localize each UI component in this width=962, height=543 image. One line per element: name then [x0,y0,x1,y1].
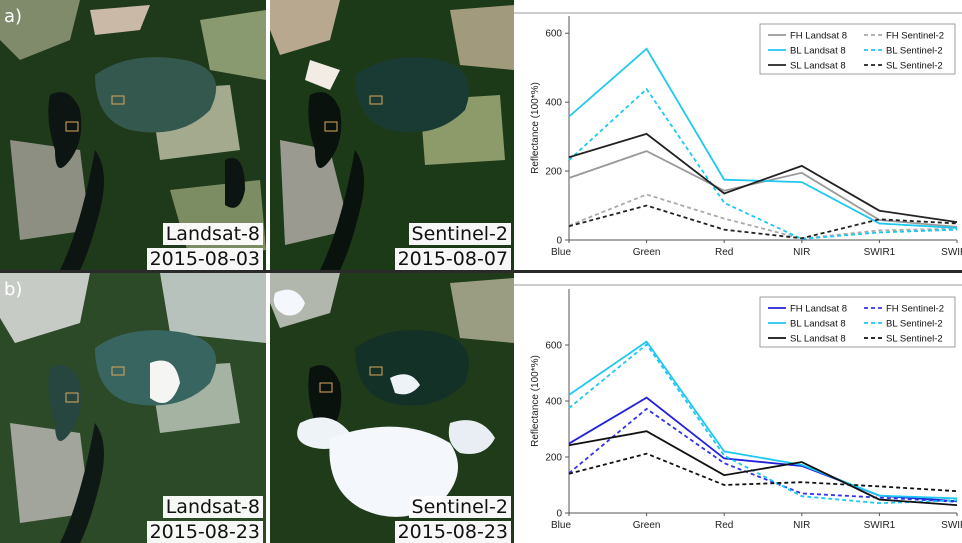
panel-b: b) Landsat-8 2015-08-23 Sentinel-2 2015-… [0,273,962,543]
series-line [568,204,958,240]
x-tick-label: SWIR2 [941,520,962,531]
y-axis-label: Reflectance (100*%) [530,82,541,174]
x-tick-label: SWIR2 [941,247,962,258]
sensor-label: Sentinel-2 [408,223,511,245]
x-tick-label: Green [633,520,661,531]
legend-label: BL Landsat 8 [790,319,846,330]
sentinel-image-a: Sentinel-2 2015-08-07 [270,0,514,270]
landsat-scene-a [0,0,266,270]
date-label: 2015-08-23 [146,521,263,543]
series-line [568,343,958,505]
y-tick-label: 600 [545,341,562,352]
y-tick-label: 200 [545,167,562,178]
panel-a: a) Landsat-8 2015-08-03 Sentinel-2 2015-… [0,0,962,270]
series-line [568,452,958,493]
legend-label: BL Sentinel-2 [886,46,943,57]
sentinel-image-b: Sentinel-2 2015-08-23 [270,273,514,543]
sentinel-scene-a [270,0,514,270]
legend-label: BL Sentinel-2 [886,319,943,330]
series-line [568,47,958,229]
legend-label: FH Landsat 8 [790,31,847,42]
series-line [568,340,958,500]
series-line [568,396,958,503]
chart-svg: 0 200 400 600 Reflectance (100*%) Blue Green Re… [514,12,962,258]
landsat-image-a: a) Landsat-8 2015-08-03 [0,0,266,270]
y-tick-label: 400 [545,98,562,109]
date-label: 2015-08-23 [394,521,511,543]
date-label: 2015-08-03 [146,248,263,270]
series-line [568,193,958,240]
x-tick-label: Red [715,520,733,531]
legend-label: FH Sentinel-2 [886,304,944,315]
y-tick-label: 200 [545,453,562,464]
y-tick-label: 400 [545,397,562,408]
series-line [568,132,958,223]
panel-letter-a: a) [4,6,23,27]
legend-box [759,23,956,75]
x-tick-label: SWIR1 [864,520,896,531]
x-tick-label: NIR [793,520,810,531]
legend-label: SL Landsat 8 [790,61,846,72]
legend-label: SL Sentinel-2 [886,334,943,345]
sensor-label: Landsat-8 [162,496,263,518]
panel-letter-b: b) [4,279,23,300]
x-tick-label: Blue [551,247,571,258]
legend-box [759,296,956,348]
date-label: 2015-08-07 [394,248,511,270]
chart-a: 0 200 400 600 Reflectance (100*%) Blue Green Re… [514,0,962,270]
chart-b: 0 200 400 600 Reflectance (100*%) Blue Green Re… [514,273,962,543]
x-tick-label: Blue [551,520,571,531]
panel-divider [0,270,962,273]
legend-label: BL Landsat 8 [790,46,846,57]
sensor-label: Landsat-8 [162,223,263,245]
y-tick-label: 600 [545,29,562,40]
legend-label: SL Sentinel-2 [886,61,943,72]
sensor-label: Sentinel-2 [408,496,511,518]
legend-label: SL Landsat 8 [790,334,846,345]
x-tick-label: SWIR1 [864,247,896,258]
x-tick-label: Red [715,247,733,258]
landsat-image-b: b) Landsat-8 2015-08-23 [0,273,266,543]
y-tick-label: 0 [556,509,562,520]
x-tick-label: NIR [793,247,810,258]
legend-label: FH Sentinel-2 [886,31,944,42]
y-tick-label: 0 [556,236,562,247]
legend-label: FH Landsat 8 [790,304,847,315]
series-line [568,430,958,507]
series-line [568,87,958,240]
chart-svg: 0 200 400 600 Reflectance (100*%) Blue Green Re… [514,284,962,531]
x-tick-label: Green [633,247,661,258]
series-line [568,150,958,228]
series-line [568,407,958,503]
y-axis-label: Reflectance (100*%) [530,355,541,447]
